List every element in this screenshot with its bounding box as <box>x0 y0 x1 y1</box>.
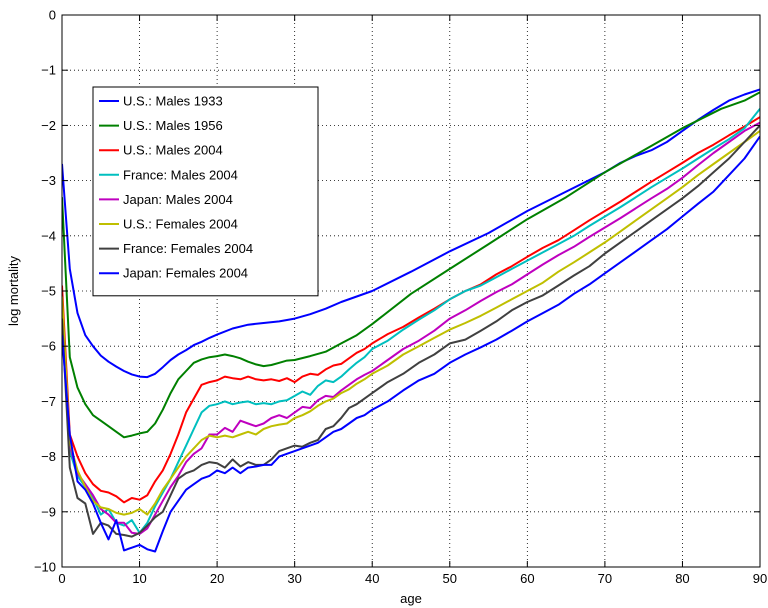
series-line-7 <box>62 124 760 538</box>
x-tick-label: 50 <box>443 571 457 586</box>
y-tick-label: −7 <box>41 394 56 409</box>
series-line-2 <box>62 91 760 439</box>
legend-entry: U.S.: Females 2004 <box>123 217 238 232</box>
y-tick-label: −9 <box>41 504 56 519</box>
y-tick-label: −10 <box>34 560 56 575</box>
y-tick-label: 0 <box>49 8 56 23</box>
x-tick-label: 60 <box>520 571 534 586</box>
x-tick-label: 40 <box>365 571 379 586</box>
series-line-1 <box>62 88 760 379</box>
series-line-6 <box>62 130 760 516</box>
legend-entry: U.S.: Males 2004 <box>123 143 223 158</box>
x-axis-label: age <box>400 591 422 606</box>
y-tick-label: −3 <box>41 173 56 188</box>
legend-entry: U.S.: Males 1956 <box>123 118 223 133</box>
legend-entry: France: Females 2004 <box>123 241 253 256</box>
x-tick-label: 0 <box>58 571 65 586</box>
series-layer <box>62 88 760 553</box>
x-tick-label: 80 <box>675 571 689 586</box>
x-tick-label: 70 <box>598 571 612 586</box>
x-tick-label: 20 <box>210 571 224 586</box>
axis-ticks: 0 10 20 30 40 50 60 70 80 90 0 −1 −2 −3 −4 −5 −6 −7 −8 −9 −1… <box>34 8 767 587</box>
legend-entry: Japan: Males 2004 <box>123 192 233 207</box>
y-tick-label: −6 <box>41 339 56 354</box>
legend-box <box>92 86 319 297</box>
x-tick-label: 90 <box>753 571 767 586</box>
y-axis-label: log mortality <box>6 255 21 326</box>
legend-entry: U.S.: Males 1933 <box>123 94 223 109</box>
legend-entry: Japan: Females 2004 <box>123 266 248 281</box>
legend: U.S.: Males 1933 U.S.: Males 1956 U.S.: Ma… <box>92 86 319 297</box>
y-tick-label: −8 <box>41 449 56 464</box>
y-tick-label: −1 <box>41 63 56 78</box>
x-tick-label: 30 <box>287 571 301 586</box>
y-tick-label: −5 <box>41 284 56 299</box>
series-line-3 <box>62 116 760 504</box>
legend-entry: France: Males 2004 <box>123 167 238 182</box>
y-tick-label: −4 <box>41 228 56 243</box>
series-line-8 <box>62 135 760 553</box>
series-line-5 <box>62 121 760 535</box>
series-line-4 <box>62 108 760 534</box>
y-tick-label: −2 <box>41 118 56 133</box>
x-tick-label: 10 <box>132 571 146 586</box>
